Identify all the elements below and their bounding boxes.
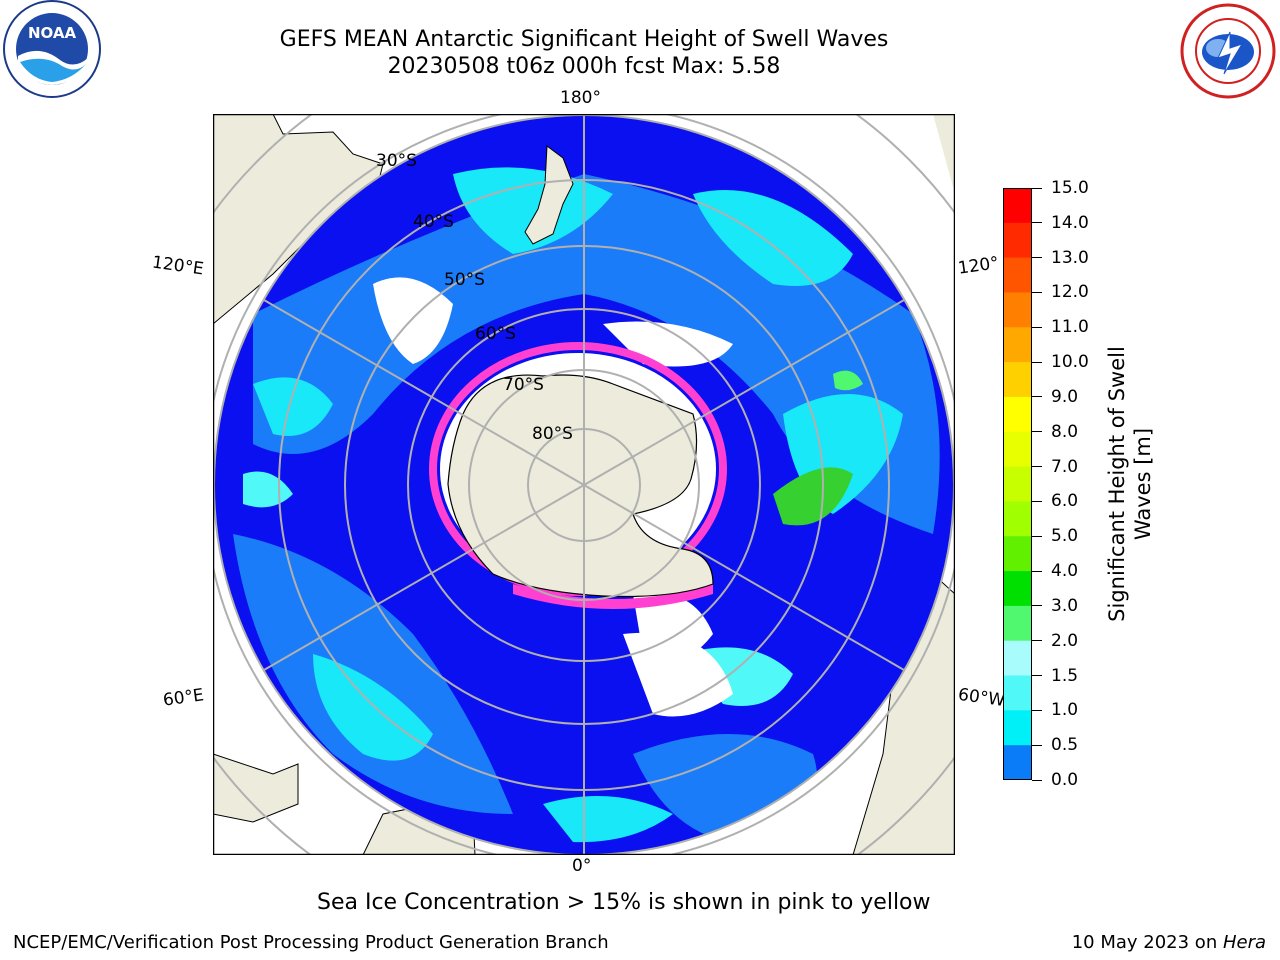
colorbar-segment — [1003, 675, 1032, 711]
colorbar-segment — [1003, 292, 1032, 328]
lon-label-120e: 120°E — [150, 252, 205, 280]
map-subtitle: 20230508 t06z 000h fcst Max: 5.58 — [387, 54, 781, 79]
antarctica-land — [447, 374, 714, 598]
polar-map[interactable] — [213, 114, 955, 855]
lat-label-40s: 40°S — [413, 212, 454, 232]
footer-date-text: 10 May 2023 on — [1071, 932, 1223, 953]
colorbar-label: Significant Height of Swell Waves [m] — [1104, 324, 1156, 644]
footer-host: Hera — [1222, 932, 1266, 953]
colorbar-segment — [1003, 466, 1032, 502]
colorbar-ticks: 15.0 14.0 13.0 12.0 11.0 10.0 9.0 8.0 7.0 6.0 5.0 4… — [1032, 179, 1112, 789]
new-zealand-land — [524, 145, 574, 245]
lon-label-0: 0° — [572, 856, 592, 876]
colorbar-tick-label: 13.0 — [1032, 249, 1089, 267]
lon-label-180: 180° — [560, 88, 601, 108]
colorbar-segment — [1003, 188, 1032, 224]
colorbar-tick-label: 3.0 — [1032, 597, 1078, 615]
lat-label-60s: 60°S — [475, 324, 516, 344]
colorbar-segment — [1003, 571, 1032, 607]
lat-label-70s: 70°S — [503, 375, 544, 395]
colorbar-label-line2: Waves [m] — [1131, 427, 1155, 541]
colorbar-segment — [1003, 605, 1032, 642]
colorbar-segment — [1003, 640, 1032, 677]
colorbar-frame — [1003, 188, 1032, 780]
lat-label-50s: 50°S — [444, 270, 485, 290]
sea-ice-note: Sea Ice Concentration > 15% is shown in … — [317, 890, 931, 915]
lon-label-60e: 60°E — [161, 685, 206, 711]
colorbar-segment — [1003, 536, 1032, 572]
colorbar-tick-label: 10.0 — [1032, 353, 1089, 371]
colorbar-tick-label: 6.0 — [1032, 492, 1078, 510]
colorbar-tick-label: 4.0 — [1032, 562, 1078, 580]
map-title: GEFS MEAN Antarctic Significant Height o… — [279, 27, 889, 52]
colorbar-segment — [1003, 710, 1032, 746]
colorbar-segment — [1003, 257, 1032, 293]
colorbar — [1003, 188, 1032, 781]
colorbar-tick-label: 1.5 — [1032, 667, 1078, 685]
colorbar-tick-label: 2.0 — [1032, 632, 1078, 650]
colorbar-tick-label: 14.0 — [1032, 214, 1089, 232]
colorbar-label-line1: Significant Height of Swell — [1105, 346, 1129, 622]
colorbar-segment — [1003, 745, 1032, 781]
colorbar-segment — [1003, 501, 1032, 537]
noaa-logo-text: NOAA — [28, 24, 77, 42]
lon-label-120w: 120°W — [956, 253, 1000, 279]
lat-label-30s: 30°S — [376, 151, 417, 171]
colorbar-tick-label: 0.0 — [1032, 771, 1078, 789]
colorbar-segment — [1003, 431, 1032, 468]
noaa-logo: NOAA — [0, 0, 104, 100]
colorbar-tick-label: 9.0 — [1032, 388, 1078, 406]
lat-label-80s: 80°S — [532, 424, 573, 444]
colorbar-tick-label: 12.0 — [1032, 283, 1089, 301]
colorbar-tick-label: 8.0 — [1032, 423, 1078, 441]
map-frame — [213, 114, 955, 855]
colorbar-segment — [1003, 362, 1032, 398]
colorbar-tick-label: 15.0 — [1032, 179, 1089, 197]
nws-logo — [1178, 2, 1278, 100]
footer-date: 10 May 2023 on Hera — [1072, 932, 1266, 953]
lon-label-60w: 60°W — [956, 684, 1007, 712]
colorbar-tick-label: 11.0 — [1032, 318, 1089, 336]
colorbar-tick-label: 1.0 — [1032, 701, 1078, 719]
colorbar-segment — [1003, 396, 1032, 433]
colorbar-segment — [1003, 327, 1032, 363]
footer-credit: NCEP/EMC/Verification Post Processing Pr… — [13, 932, 609, 953]
colorbar-tick-label: 7.0 — [1032, 458, 1078, 476]
colorbar-tick-label: 5.0 — [1032, 527, 1078, 545]
colorbar-tick-label: 0.5 — [1032, 736, 1078, 754]
colorbar-segment — [1003, 222, 1032, 259]
